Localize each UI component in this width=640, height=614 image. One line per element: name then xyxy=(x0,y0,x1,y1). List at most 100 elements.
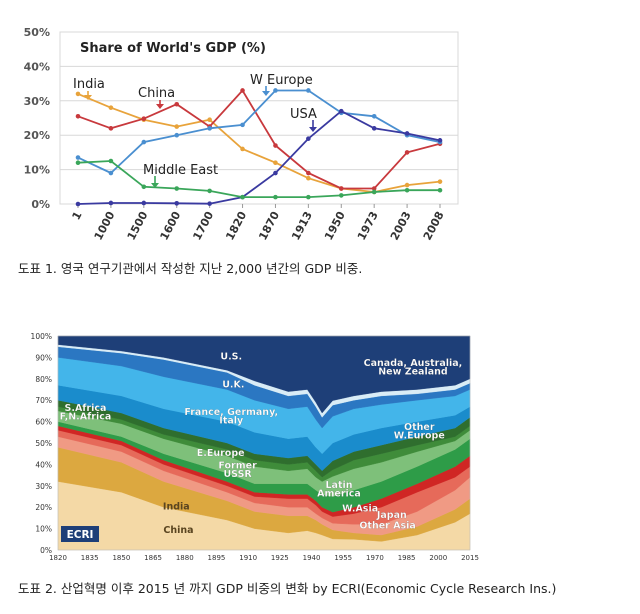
data-point-w-europe xyxy=(174,132,180,138)
data-point-middle-east xyxy=(75,160,81,166)
data-point-usa xyxy=(371,126,377,131)
data-point-usa xyxy=(437,138,443,143)
figure1-caption: 도표 1. 영국 연구기관에서 작성한 지난 2,000 년간의 GDP 비중. xyxy=(18,261,363,276)
figure2-caption: 도표 2. 산업혁명 이후 2015 년 까지 GDP 비중의 변화 by EC… xyxy=(18,581,557,596)
area-label-latin: Latin xyxy=(325,480,352,491)
area-label-other-asia: Other Asia xyxy=(359,521,416,532)
area-label-e-europe: E.Europe xyxy=(197,448,245,459)
data-point-usa xyxy=(338,108,344,114)
area-label-china: China xyxy=(163,525,193,536)
data-point-middle-east xyxy=(404,187,410,193)
area-label-america: America xyxy=(317,489,361,500)
area-label-italy: Italy xyxy=(219,416,244,427)
area-label-new-zealand: New Zealand xyxy=(378,367,447,378)
data-point-middle-east xyxy=(207,188,212,194)
y-tick-label: 30% xyxy=(24,95,50,108)
x-tick-label: 1865 xyxy=(144,554,162,562)
x-tick-label: 1950 xyxy=(322,209,348,242)
data-point-w-europe xyxy=(108,170,114,176)
x-tick-label: 2000 xyxy=(429,554,447,562)
label-arrow-head xyxy=(151,183,159,188)
data-point-w-europe xyxy=(273,88,278,93)
x-tick-label: 1835 xyxy=(81,554,99,562)
y-tick-label: 10% xyxy=(35,525,52,534)
data-point-middle-east xyxy=(273,194,278,200)
label-arrow-head xyxy=(84,95,92,100)
data-point-china xyxy=(306,170,311,176)
area-label-u-s: U.S. xyxy=(220,352,242,363)
series-line-middle-east xyxy=(77,160,440,199)
label-arrow-head xyxy=(262,91,270,96)
x-tick-label: 1700 xyxy=(190,209,216,242)
y-tick-label: 80% xyxy=(35,375,52,384)
x-tick-label: 1 xyxy=(70,209,85,222)
x-tick-label: 1870 xyxy=(256,209,282,242)
data-point-china xyxy=(108,126,114,131)
x-tick-label: 1600 xyxy=(158,209,184,242)
data-point-usa xyxy=(273,170,278,176)
data-point-usa xyxy=(75,201,81,207)
x-tick-label: 1955 xyxy=(334,554,352,562)
data-point-china xyxy=(273,143,278,148)
label-arrow-head xyxy=(309,127,317,132)
data-point-usa xyxy=(306,136,311,141)
y-tick-label: 70% xyxy=(35,396,52,405)
x-tick-label: 1820 xyxy=(49,554,67,562)
data-point-india xyxy=(404,182,410,188)
data-point-china xyxy=(338,186,344,191)
y-tick-label: 100% xyxy=(31,332,52,341)
data-point-middle-east xyxy=(108,158,114,164)
data-point-usa xyxy=(174,201,180,206)
y-tick-label: 40% xyxy=(24,60,50,73)
series-line-usa xyxy=(77,110,441,205)
x-tick-label: 1985 xyxy=(398,554,416,562)
data-point-middle-east xyxy=(306,194,311,200)
data-point-india xyxy=(207,117,212,123)
area-label-france-germany: France, Germany, xyxy=(184,407,278,418)
data-point-china xyxy=(240,88,245,93)
y-tick-label: 10% xyxy=(24,164,50,177)
area-label-former: Former xyxy=(218,461,257,472)
area-label-f-n-africa: F,N.Africa xyxy=(60,411,112,422)
area-label-japan: Japan xyxy=(376,510,407,521)
y-tick-label: 0% xyxy=(40,546,52,555)
series-label-usa: USA xyxy=(290,107,317,122)
area-label-w-europe: W.Europe xyxy=(394,431,445,442)
x-tick-label: 1880 xyxy=(176,554,194,562)
area-label-india: India xyxy=(163,501,190,512)
area-label-canada-australia: Canada, Australia, xyxy=(364,358,463,369)
series-label-middle-east: Middle East xyxy=(143,163,218,178)
data-point-india xyxy=(174,124,180,129)
x-tick-label: 1000 xyxy=(92,209,118,242)
x-tick-label: 1910 xyxy=(239,554,257,562)
data-point-india xyxy=(75,91,81,97)
area-label-u-k: U.K. xyxy=(222,379,244,390)
data-point-w-europe xyxy=(240,122,245,128)
x-tick-label: 1913 xyxy=(289,209,315,242)
data-point-w-europe xyxy=(141,139,147,145)
series-label-china: China xyxy=(138,86,175,101)
data-point-w-europe xyxy=(207,126,212,131)
data-point-middle-east xyxy=(240,194,245,200)
data-point-middle-east xyxy=(141,184,147,190)
area-label-other: Other xyxy=(404,422,435,433)
ecri-logo-box xyxy=(61,526,99,542)
x-tick-label: 1820 xyxy=(223,209,249,242)
x-tick-label: 2015 xyxy=(461,554,479,562)
area-label-ussr: USSR xyxy=(223,469,252,480)
data-point-india xyxy=(437,179,443,184)
x-tick-label: 2008 xyxy=(421,209,447,242)
data-point-india xyxy=(273,160,278,166)
data-point-china xyxy=(371,186,377,191)
series-label-india: India xyxy=(73,77,105,92)
x-tick-label: 2003 xyxy=(388,209,414,242)
data-point-china xyxy=(174,101,180,107)
data-point-usa xyxy=(404,131,410,136)
data-point-w-europe xyxy=(371,113,377,119)
ecri-logo: ECRI xyxy=(67,529,94,541)
data-point-usa xyxy=(207,201,212,206)
series-line-china xyxy=(77,88,441,190)
x-tick-label: 1925 xyxy=(271,554,289,562)
data-point-usa xyxy=(141,200,147,206)
gdp-share-stacked-area-chart: 0% 10% 20% 30% 40% 50% 60% 70% 80% 90% 100% 1820 183… xyxy=(31,332,479,562)
